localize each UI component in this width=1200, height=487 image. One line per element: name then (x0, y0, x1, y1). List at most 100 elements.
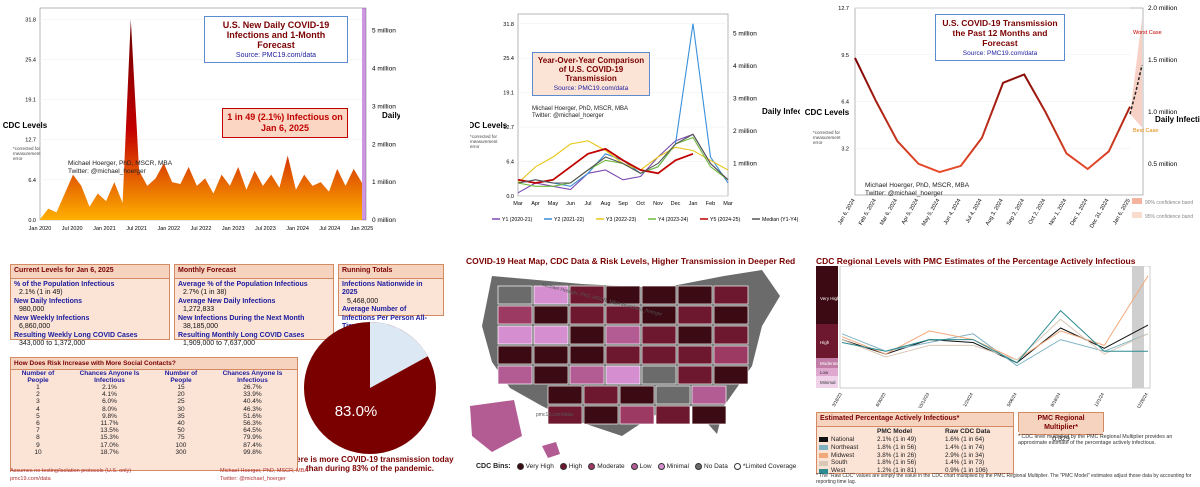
chart2-author: Michael Hoerger, PhD, MSCR, MBA (532, 106, 629, 112)
regional-pmc: 1.8% (1 in 56) (877, 459, 917, 467)
chart1-xtick: Jan 2022 (157, 226, 180, 232)
mult-value: 0.329 (1052, 436, 1070, 443)
mult-header: PMC Regional Multiplier* (1019, 413, 1103, 435)
monthly-value: 38,185,000 (183, 323, 219, 330)
chart2-xtick: Oct (636, 201, 645, 207)
map-state (691, 405, 727, 425)
chart3-worst-label: Worst Case (1133, 30, 1162, 36)
risk-row: 4 8.0% 30 46.3% (11, 406, 297, 413)
chart1-ytick-right: 2 million (372, 141, 396, 148)
map-alaska (470, 400, 522, 452)
chart2-twitter: Twitter: @michael_hoerger (532, 113, 604, 119)
risk-cell: 26.7% (243, 384, 262, 391)
col-raw: Raw CDC Data (945, 427, 991, 435)
chart3-xtick: Sep 2, 2024 (1006, 198, 1026, 227)
risk-cell: 33.9% (243, 391, 262, 399)
chart2-ylabel-left: CDC Levels (470, 121, 508, 130)
risk-cell: 51.6% (243, 412, 262, 420)
chart3-band90-swatch (1132, 198, 1142, 204)
map-legend-label: Minimal (666, 463, 689, 470)
risk-cell: 10 (34, 448, 42, 456)
chart3-ylabel-right: Daily Infections (1155, 115, 1200, 124)
map-state (677, 365, 713, 385)
regional-series-line (841, 309, 1148, 364)
monthly-forecast-box: Monthly Forecast Average % of the Popula… (174, 264, 334, 347)
monthly-label: New Infections During the Next Month (178, 314, 305, 322)
map-state (713, 305, 749, 325)
chart2-legend-label: Y2 (2021-22) (554, 217, 585, 223)
regional-swatch (819, 468, 828, 474)
regional-name: South (831, 459, 848, 467)
chart2-xtick: Apr (531, 201, 540, 207)
map-state (605, 285, 641, 305)
pie-slice-remainder (370, 322, 428, 388)
chart3-ytick-left: 9.5 (841, 53, 849, 59)
chart3-band90-label: 90% confidence band (1145, 200, 1193, 206)
chart3-band95-label: 95% confidence band (1145, 214, 1193, 220)
chart1-ytick-left: 6.4 (28, 178, 36, 184)
regional-name: Midwest (831, 451, 855, 459)
regional-title: CDC Regional Levels with PMC Estimates o… (816, 256, 1136, 266)
risk-cell: 20 (177, 391, 185, 399)
map-state (713, 365, 749, 385)
regional-swatch (819, 437, 828, 443)
regional-row: South 1.8% (1 in 56) 1.4% (1 in 73) (819, 459, 1011, 467)
risk-cell: 8.0% (102, 405, 117, 413)
map-legend-label: Very High (525, 463, 554, 470)
map-legend-item: Very High (516, 463, 554, 470)
regional-raw: 1.4% (1 in 74) (945, 443, 985, 451)
map-state (677, 305, 713, 325)
map-state (497, 365, 533, 385)
regional-name: National (831, 436, 855, 443)
map-state (655, 385, 691, 405)
multiplier-box: PMC Regional Multiplier* 0.329 (1018, 412, 1104, 443)
regional-estimate-box: Estimated Percentage Actively Infectious… (816, 412, 1014, 474)
chart2-ylabel-right: Daily Infections (762, 107, 800, 116)
chart3-xtick: Jun 4, 2024 (943, 198, 963, 226)
risk-cell: 46.3% (243, 405, 262, 413)
map-state (641, 305, 677, 325)
chart3-source: Source: PMC19.com/data (962, 50, 1038, 57)
chart3-xtick: Feb 5, 2024 (858, 198, 878, 226)
map-state (497, 325, 533, 345)
map-legend-item: No Data (695, 463, 728, 470)
chart1-xtick: Jul 2024 (319, 226, 340, 232)
chart1-ytick-right: 1 million (372, 179, 396, 186)
map-legend-item: Low (630, 463, 652, 470)
risk-row: 9 17.0% 100 87.4% (11, 442, 297, 449)
chart3-ytick-right: 1.5 million (1148, 57, 1178, 64)
risk-foot-left: Assumes no testing/isolation protocols (… (10, 468, 132, 474)
chart2-xtick: Sep (618, 201, 628, 207)
chart1-ylabel-right: Daily Infections (382, 111, 400, 120)
chart3-title-box: U.S. COVID-19 Transmission the Past 12 M… (935, 14, 1065, 61)
risk-cell: 64.5% (243, 427, 262, 435)
map-legend-item: Minimal (657, 463, 689, 470)
risk-cell: 5 (36, 412, 40, 420)
chart2-plot-frame (517, 13, 729, 197)
risk-row: 10 18.7% 300 99.8% (11, 449, 297, 456)
regional-raw: 2.9% (1 in 34) (945, 451, 985, 459)
chart3-ytick-right: 0.5 million (1148, 161, 1178, 168)
regional-row: West 1.2% (1 in 81) 0.9% (1 in 106) (819, 467, 1011, 475)
map-state (641, 345, 677, 365)
running-totals-box: Running Totals Infections Nationwide in … (338, 264, 444, 339)
chart1-ytick-left: 31.8 (25, 17, 36, 23)
chart2-xtick: Feb (706, 201, 715, 207)
map-legend-dot (516, 463, 524, 470)
chart2-series-line (517, 147, 694, 184)
chart3-xtick: Jan 6, 2024 (837, 198, 857, 226)
chart1-xtick: Jan 2023 (222, 226, 245, 232)
map-state (497, 305, 533, 325)
running-header: Running Totals (339, 265, 443, 279)
regional-chart: Very High High Moderate Low Minimal 3/18… (816, 266, 1151, 408)
map-state (569, 345, 605, 365)
map-state (605, 325, 641, 345)
risk-cell: 7 (36, 427, 40, 435)
map-title: COVID-19 Heat Map, CDC Data & Risk Level… (466, 256, 796, 266)
chart3-xtick: Jan 6, 2025 (1112, 198, 1132, 226)
map-state (547, 385, 583, 405)
regional-xtick: 8/18/24 (1050, 392, 1062, 408)
chart1-xtick: Jan 2025 (351, 226, 374, 232)
chart1-ylabel-left: CDC Levels (3, 121, 48, 130)
map-state (619, 385, 655, 405)
